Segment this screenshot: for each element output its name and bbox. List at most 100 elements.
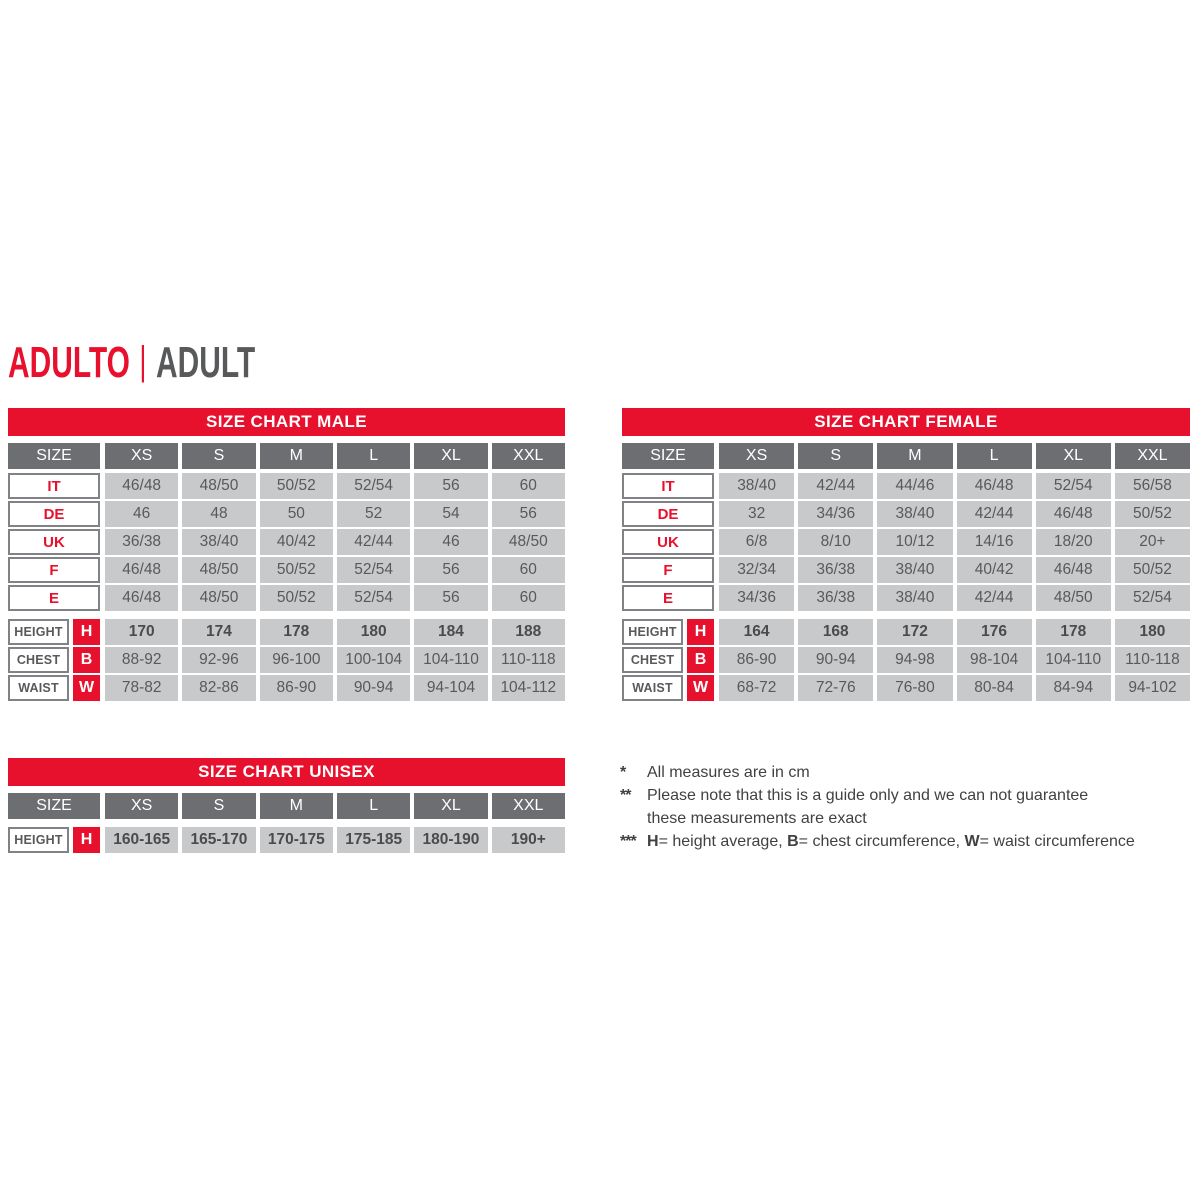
country-label: DE [622,501,714,527]
measure-label-wrap: WAIST W [8,675,100,701]
measure-label: WAIST [8,675,69,701]
page-title-text: ADULTO | ADULT [8,338,256,387]
size-row-e: E 34/36 36/38 38/40 42/44 48/50 52/54 [622,585,1191,611]
measure-row-waist: WAIST W 68-72 72-76 76-80 80-84 84-94 94-102 [622,675,1191,701]
table-header-row: SIZE XS S M L XL XXL [8,443,565,469]
country-label: IT [8,473,100,499]
measure-label-wrap: WAIST W [622,675,714,701]
size-cell: 52/54 [336,473,411,499]
footnote-note3: *** H= height average, B= chest circumfer… [620,830,1198,853]
measure-cell: 104-110 [414,647,488,673]
title-secondary: ADULT [155,338,256,387]
footnote-text: H= height average, B= chest circumferenc… [647,830,1198,853]
size-cell: 38/40 [877,585,953,611]
measure-letter-badge: B [73,647,100,673]
size-cell: 46/48 [1035,557,1111,583]
size-cell: 50/52 [1114,501,1191,527]
footnote-segment: W [964,833,980,850]
measure-label: CHEST [622,647,683,673]
size-cell: 32 [719,501,795,527]
size-cell: 52 [336,501,411,527]
size-cell: 56 [414,473,488,499]
measure-cell: 84-94 [1035,675,1111,701]
measure-cell: 98-104 [956,647,1032,673]
size-column-header-wrap: SIZE [8,793,100,819]
measure-letter-badge: W [73,675,100,701]
measure-label: HEIGHT [622,619,683,645]
size-cell: 36/38 [798,557,874,583]
size-cell: 60 [491,585,565,611]
measure-label: WAIST [622,675,683,701]
size-cell: 38/40 [877,557,953,583]
table-title-banner: SIZE CHART UNISEX [8,758,565,786]
size-cell: 44/46 [877,473,953,499]
country-label: E [8,585,100,611]
measure-cell: 78-82 [105,675,179,701]
size-cell: 56 [414,585,488,611]
country-label-wrap: IT [622,473,714,499]
measure-cell: 170 [105,619,179,645]
measure-cell: 92-96 [182,647,256,673]
size-cell: 34/36 [798,501,874,527]
measure-cell: 76-80 [877,675,953,701]
country-label: UK [8,529,100,555]
column-header-xxl: XXL [1114,443,1191,469]
size-cell: 52/54 [336,585,411,611]
size-cell: 46/48 [1035,501,1111,527]
size-cell: 46/48 [105,473,179,499]
size-cell: 8/10 [798,529,874,555]
column-header-m: M [259,443,333,469]
country-label-wrap: UK [8,529,100,555]
country-label-wrap: F [622,557,714,583]
measure-label: HEIGHT [8,827,69,853]
measure-cell: 88-92 [105,647,179,673]
size-cell: 40/42 [259,529,333,555]
column-header-l: L [336,793,411,819]
measure-label: CHEST [8,647,69,673]
country-label: IT [622,473,714,499]
measure-cell: 104-112 [491,675,565,701]
size-cell: 40/42 [956,557,1032,583]
measure-cell: 170-175 [259,827,333,853]
measure-cell: 184 [414,619,488,645]
footnote-segment: H [647,833,659,850]
size-cell: 48/50 [1035,585,1111,611]
measure-cell: 68-72 [719,675,795,701]
column-header-xl: XL [414,443,488,469]
country-label-wrap: DE [8,501,100,527]
footnote-marker: *** [620,833,637,850]
size-cell: 48/50 [182,557,256,583]
size-cell: 50/52 [259,473,333,499]
size-column-header: SIZE [8,793,100,819]
column-header-xxl: XXL [491,443,565,469]
table-title-banner: SIZE CHART MALE [8,408,565,436]
column-header-xxl: XXL [491,793,565,819]
size-cell: 56 [491,501,565,527]
size-cell: 38/40 [877,501,953,527]
measure-cell: 82-86 [182,675,256,701]
size-cell: 46 [414,529,488,555]
measure-cell: 175-185 [336,827,411,853]
size-cell: 48/50 [182,473,256,499]
size-cell: 50 [259,501,333,527]
size-cell: 50/52 [1114,557,1191,583]
size-cell: 46 [105,501,179,527]
footnote-note1: * All measures are in cm [620,761,1198,784]
size-row-de: DE 32 34/36 38/40 42/44 46/48 50/52 [622,501,1191,527]
column-header-xl: XL [414,793,488,819]
footnote-segment: B [787,833,799,850]
measure-label-wrap: HEIGHT H [8,619,100,645]
footnote-segment: = chest circumference, [798,833,965,850]
size-cell: 38/40 [719,473,795,499]
size-cell: 50/52 [259,557,333,583]
measure-label-wrap: HEIGHT H [622,619,714,645]
size-cell: 42/44 [798,473,874,499]
measure-cell: 110-118 [491,647,565,673]
size-cell: 52/54 [1114,585,1191,611]
column-header-s: S [182,443,256,469]
footnote-segment: = height average, [658,833,788,850]
size-cell: 42/44 [336,529,411,555]
measure-cell: 165-170 [182,827,256,853]
size-cell: 52/54 [336,557,411,583]
